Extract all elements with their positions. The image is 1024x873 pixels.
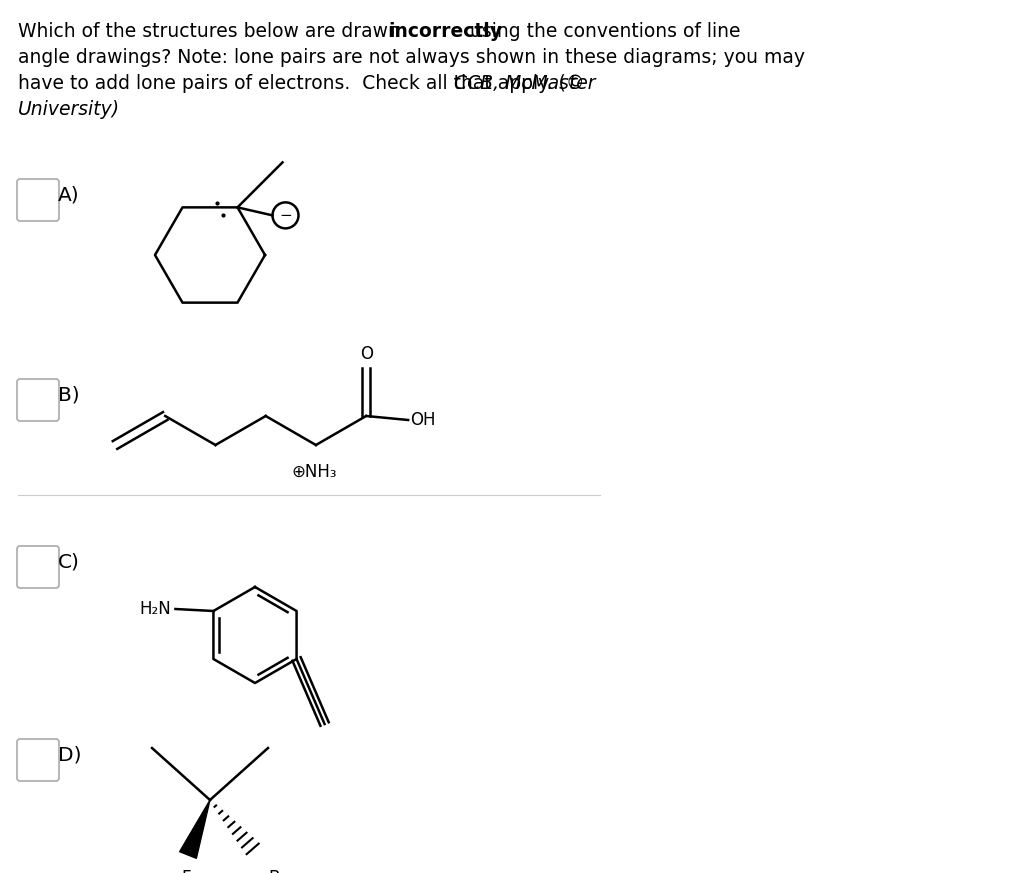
Text: incorrectly: incorrectly: [388, 22, 502, 41]
Text: Br: Br: [268, 869, 287, 873]
FancyBboxPatch shape: [17, 739, 59, 781]
Text: ⊕NH₃: ⊕NH₃: [291, 463, 337, 481]
Text: −: −: [280, 208, 292, 223]
FancyBboxPatch shape: [17, 546, 59, 588]
Text: C): C): [58, 553, 80, 572]
Text: using the conventions of line: using the conventions of line: [464, 22, 740, 41]
FancyBboxPatch shape: [17, 379, 59, 421]
Text: angle drawings? Note: lone pairs are not always shown in these diagrams; you may: angle drawings? Note: lone pairs are not…: [18, 48, 805, 67]
FancyBboxPatch shape: [17, 179, 59, 221]
Text: University): University): [18, 100, 120, 119]
Text: O: O: [359, 345, 373, 363]
Text: Which of the structures below are drawn: Which of the structures below are drawn: [18, 22, 406, 41]
Text: CCB, McMaster: CCB, McMaster: [454, 74, 596, 93]
Polygon shape: [179, 800, 210, 858]
Text: H₂N: H₂N: [139, 600, 171, 618]
Text: A): A): [58, 185, 80, 204]
Text: OH: OH: [411, 411, 435, 429]
Text: have to add lone pairs of electrons.  Check all that apply. (©: have to add lone pairs of electrons. Che…: [18, 74, 591, 93]
Text: D): D): [58, 746, 82, 765]
Text: F: F: [181, 869, 190, 873]
Text: B): B): [58, 386, 80, 404]
